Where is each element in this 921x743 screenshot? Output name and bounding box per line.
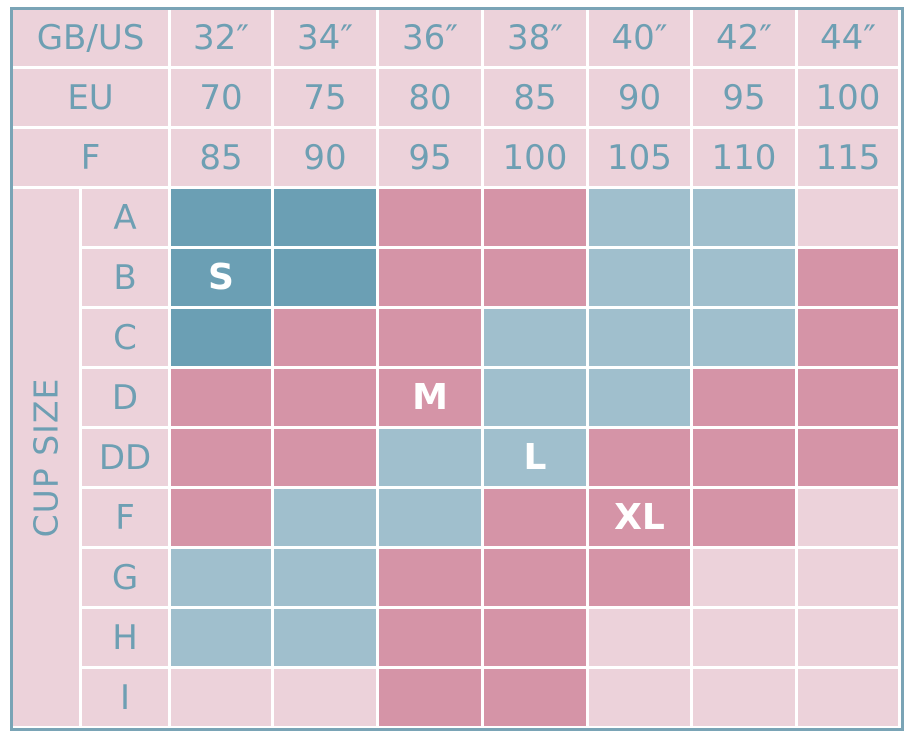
header-cell: 85 bbox=[171, 129, 271, 186]
size-cell bbox=[589, 549, 690, 606]
size-cell bbox=[274, 429, 376, 486]
size-cell bbox=[589, 309, 690, 366]
header-cell: 110 bbox=[693, 129, 795, 186]
size-cell bbox=[798, 369, 898, 426]
cup-size-row-label: D bbox=[82, 369, 168, 426]
size-cell bbox=[379, 309, 481, 366]
size-cell bbox=[798, 489, 898, 546]
size-cell bbox=[589, 189, 690, 246]
size-cell bbox=[484, 309, 586, 366]
size-cell bbox=[484, 609, 586, 666]
size-cell bbox=[484, 669, 586, 726]
header-row-label: EU bbox=[13, 69, 168, 126]
header-cell: 75 bbox=[274, 69, 376, 126]
size-cell bbox=[379, 669, 481, 726]
header-cell: 85 bbox=[484, 69, 586, 126]
size-cell bbox=[274, 369, 376, 426]
cup-size-row-label: H bbox=[82, 609, 168, 666]
size-cell bbox=[484, 369, 586, 426]
size-cell bbox=[171, 429, 271, 486]
header-row-label: GB/US bbox=[13, 10, 168, 66]
cup-size-text: CUP SIZE bbox=[26, 377, 66, 538]
size-cell-label-s: S bbox=[171, 249, 271, 306]
header-cell: 34″ bbox=[274, 10, 376, 66]
size-cell bbox=[589, 609, 690, 666]
size-cell bbox=[484, 489, 586, 546]
size-cell bbox=[693, 189, 795, 246]
size-cell bbox=[274, 249, 376, 306]
size-cell bbox=[379, 549, 481, 606]
cup-size-row-label: F bbox=[82, 489, 168, 546]
size-cell bbox=[484, 189, 586, 246]
header-cell: 36″ bbox=[379, 10, 481, 66]
size-cell bbox=[798, 189, 898, 246]
size-cell-label-l: L bbox=[484, 429, 586, 486]
size-cell bbox=[274, 609, 376, 666]
size-cell bbox=[798, 549, 898, 606]
size-cell bbox=[274, 549, 376, 606]
size-cell bbox=[379, 489, 481, 546]
size-cell bbox=[693, 369, 795, 426]
size-cell bbox=[171, 549, 271, 606]
header-cell: 42″ bbox=[693, 10, 795, 66]
cup-size-row-label: I bbox=[82, 669, 168, 726]
size-cell bbox=[693, 429, 795, 486]
size-cell bbox=[798, 249, 898, 306]
size-cell-label-m: M bbox=[379, 369, 481, 426]
header-cell: 95 bbox=[693, 69, 795, 126]
size-cell bbox=[798, 429, 898, 486]
header-cell: 90 bbox=[589, 69, 690, 126]
header-cell: 115 bbox=[798, 129, 898, 186]
size-cell bbox=[274, 309, 376, 366]
size-cell bbox=[798, 669, 898, 726]
size-cell bbox=[274, 489, 376, 546]
size-cell bbox=[379, 429, 481, 486]
size-cell bbox=[379, 609, 481, 666]
size-cell bbox=[589, 369, 690, 426]
header-cell: 32″ bbox=[171, 10, 271, 66]
size-cell bbox=[693, 309, 795, 366]
cup-size-row-label: G bbox=[82, 549, 168, 606]
header-cell: 80 bbox=[379, 69, 481, 126]
size-cell bbox=[589, 249, 690, 306]
header-cell: 40″ bbox=[589, 10, 690, 66]
size-cell bbox=[171, 489, 271, 546]
size-cell bbox=[274, 189, 376, 246]
header-cell: 38″ bbox=[484, 10, 586, 66]
size-cell-label-xl: XL bbox=[589, 489, 690, 546]
size-cell bbox=[798, 309, 898, 366]
header-row-label: F bbox=[13, 129, 168, 186]
size-cell bbox=[693, 249, 795, 306]
header-cell: 100 bbox=[484, 129, 586, 186]
header-cell: 95 bbox=[379, 129, 481, 186]
size-cell bbox=[589, 429, 690, 486]
size-cell bbox=[798, 609, 898, 666]
cup-size-row-label: C bbox=[82, 309, 168, 366]
size-cell bbox=[379, 249, 481, 306]
size-cell bbox=[171, 309, 271, 366]
size-chart: GB/US 32″ 34″ 36″ 38″ 40″ 42″ 44″ EU 70 75 80 85 90 95… bbox=[10, 7, 904, 731]
size-cell bbox=[693, 549, 795, 606]
size-cell bbox=[379, 189, 481, 246]
header-cell: 90 bbox=[274, 129, 376, 186]
cup-size-label: CUP SIZE bbox=[13, 189, 79, 726]
header-cell: 44″ bbox=[798, 10, 898, 66]
size-cell bbox=[589, 669, 690, 726]
size-cell bbox=[693, 669, 795, 726]
cup-size-row-label: DD bbox=[82, 429, 168, 486]
size-cell bbox=[693, 489, 795, 546]
size-cell bbox=[693, 609, 795, 666]
header-cell: 105 bbox=[589, 129, 690, 186]
size-cell bbox=[274, 669, 376, 726]
size-cell bbox=[171, 369, 271, 426]
cup-size-row-label: B bbox=[82, 249, 168, 306]
size-cell bbox=[171, 609, 271, 666]
header-cell: 70 bbox=[171, 69, 271, 126]
header-cell: 100 bbox=[798, 69, 898, 126]
cup-size-row-label: A bbox=[82, 189, 168, 246]
size-cell bbox=[484, 249, 586, 306]
size-cell bbox=[171, 189, 271, 246]
size-cell bbox=[484, 549, 586, 606]
size-cell bbox=[171, 669, 271, 726]
